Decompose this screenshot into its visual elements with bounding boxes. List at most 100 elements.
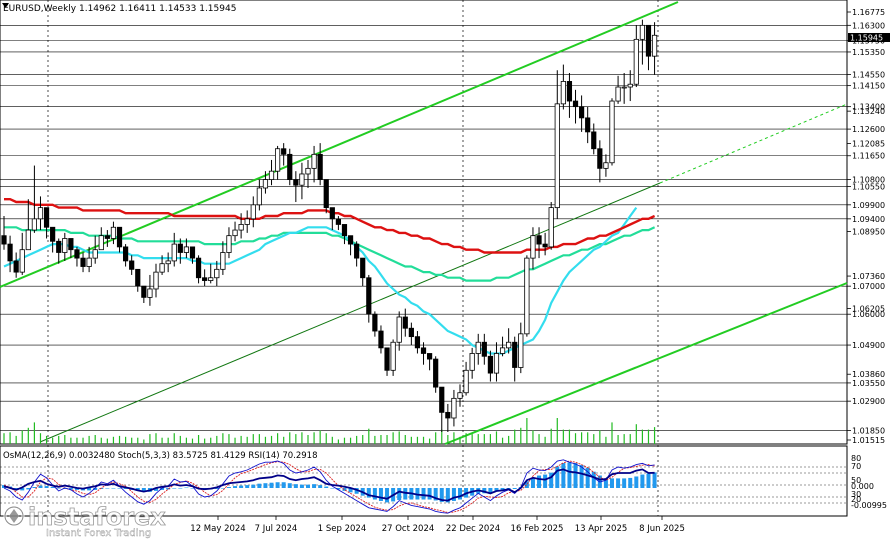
candle-body [244,218,250,225]
price-tick-label: 1.06205 [852,304,885,313]
candle-body [341,224,348,237]
candle-body [226,235,232,253]
indicator-tick-label: 50 [851,476,861,485]
price-tick-label: 1.03550 [852,379,885,388]
date-tick-label: 13 Apr 2025 [575,524,628,534]
price-tick-label: 1.02900 [852,397,885,406]
candle-body [487,355,494,374]
indicator-tick-label: 70 [851,462,861,471]
osma-bar [26,488,31,490]
candle-body [408,327,414,338]
candle-body [116,226,123,248]
osma-bar [14,488,19,489]
candle-body [31,218,38,231]
osma-bar [348,488,353,493]
ma-cyan-line [3,206,638,355]
osma-bar [579,464,584,488]
candle-body [202,277,208,281]
osma-bar [603,478,608,488]
osma-bar [135,488,140,491]
osma-bar [38,485,43,488]
chart-menu-icon[interactable] [2,3,9,8]
osma-bar [190,488,195,489]
candle-body [129,260,135,270]
osma-bar [275,482,280,488]
instaforex-logo-icon [3,505,25,527]
price-tick-label: 1.14550 [852,70,885,79]
candle-body [451,397,457,419]
candle-body [378,330,384,349]
osma-bar [287,483,292,488]
osma-bar [68,488,73,490]
candle-body [74,249,80,259]
candle-body [13,260,19,273]
candle-body [463,369,469,394]
stoch-main-line [3,459,655,514]
candle-body [585,117,591,133]
candle-body [354,243,360,259]
osma-bar [166,488,171,490]
price-tick-label: 1.12085 [852,140,885,149]
candle-body [123,246,129,262]
candle-body [177,243,183,253]
candle-body [250,204,256,220]
indicator-title: OsMA(12,26,9) 0.0032480 Stoch(5,3,3) 83.… [3,451,317,461]
osma-bar [610,478,614,488]
candle-body [457,392,463,399]
channel-median-line [39,182,661,443]
osma-bar [397,488,402,500]
candle-body [627,83,633,88]
osma-bar [585,467,590,488]
osma-bar [251,484,256,488]
osma-bar [154,488,158,491]
candle-body [1,235,7,245]
candle-body [372,313,378,332]
candle-body [542,243,548,248]
osma-bar [220,488,225,489]
osma-bar [263,483,268,488]
candle-body [287,153,293,180]
indicator-series [0,459,847,514]
date-tick-label: 8 Jun 2025 [639,524,685,534]
candle-body [189,246,196,259]
price-tick-label: 1.15350 [852,48,885,57]
osma-bar [634,476,639,488]
candle-body [305,167,311,175]
candle-body [274,148,281,172]
candle-body [335,218,342,225]
osma-bar [403,488,408,500]
candle-body [621,86,627,89]
osma-bar [324,486,329,488]
price-axis: 1.167751.163001.157501.153501.145501.141… [847,8,885,445]
price-tick-label: 1.06000 [852,310,885,319]
osma-bar [458,488,462,500]
osma-bar [50,487,55,488]
price-tick-label: 1.13400 [852,103,885,112]
osma-bar [451,488,456,501]
candle-body [110,226,117,239]
candle-body [433,358,439,388]
candle-body [159,263,165,273]
candle-body [323,179,329,209]
candle-body [135,268,141,287]
candle-body [579,106,585,119]
ma-red-line [4,197,656,254]
osma-bar [622,478,627,488]
candle-body [572,100,579,108]
candle-body [603,162,609,169]
date-tick-label: 12 May 2024 [190,524,245,534]
candle-body [293,179,299,186]
period-separators [47,0,659,516]
candle-body [481,341,487,357]
osma-bar [312,484,317,488]
candle-body [475,341,481,354]
price-tick-label: 1.09400 [852,215,885,224]
candle-body [220,252,226,270]
candle-body [366,277,372,315]
candle-body [141,285,147,298]
osma-bar [433,488,438,501]
osma-bar [366,488,371,498]
candle-body [591,131,597,150]
